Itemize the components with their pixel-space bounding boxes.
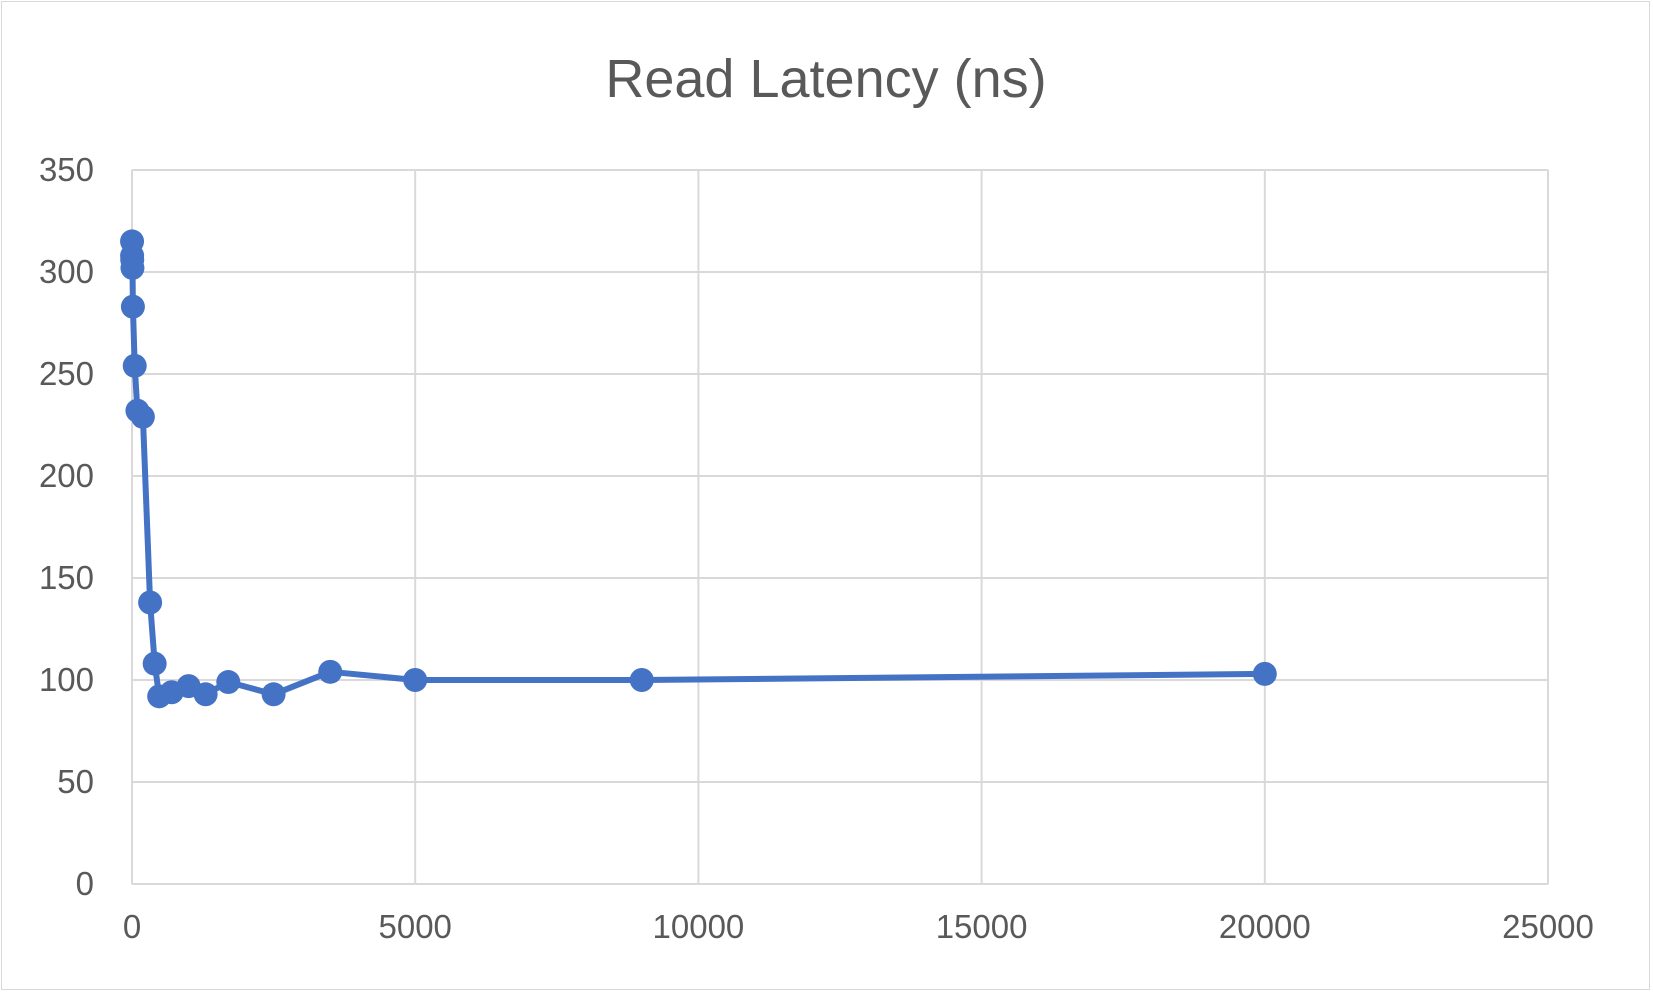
data-point <box>138 590 163 615</box>
y-axis-tick-labels: 0 50 100 150 200 250 300 350 <box>39 151 94 902</box>
x-tick-label: 15000 <box>936 908 1028 945</box>
series-latency <box>120 229 1277 709</box>
x-axis-tick-labels: 0 5000 10000 15000 20000 25000 <box>123 908 1594 945</box>
y-tick-label: 100 <box>39 661 94 698</box>
gridlines <box>131 169 1549 885</box>
y-tick-label: 150 <box>39 559 94 596</box>
x-tick-label: 20000 <box>1219 908 1311 945</box>
y-tick-label: 250 <box>39 355 94 392</box>
x-tick-label: 10000 <box>653 908 745 945</box>
chart-title: Read Latency (ns) <box>605 49 1046 109</box>
x-tick-label: 25000 <box>1502 908 1594 945</box>
y-tick-label: 0 <box>76 865 94 902</box>
data-point <box>216 670 241 695</box>
data-point <box>130 404 155 429</box>
y-tick-label: 200 <box>39 457 94 494</box>
data-point <box>120 294 145 319</box>
data-point <box>1252 661 1277 686</box>
data-point <box>193 682 218 707</box>
data-point <box>318 659 343 684</box>
data-point <box>142 651 167 676</box>
y-tick-label: 300 <box>39 253 94 290</box>
x-tick-label: 0 <box>123 908 141 945</box>
data-point <box>629 668 654 692</box>
data-point <box>120 255 145 280</box>
x-tick-label: 5000 <box>378 908 451 945</box>
data-point <box>122 353 147 378</box>
y-tick-label: 50 <box>57 763 94 800</box>
data-point <box>403 668 428 692</box>
data-point <box>261 682 286 707</box>
y-tick-label: 350 <box>39 151 94 188</box>
